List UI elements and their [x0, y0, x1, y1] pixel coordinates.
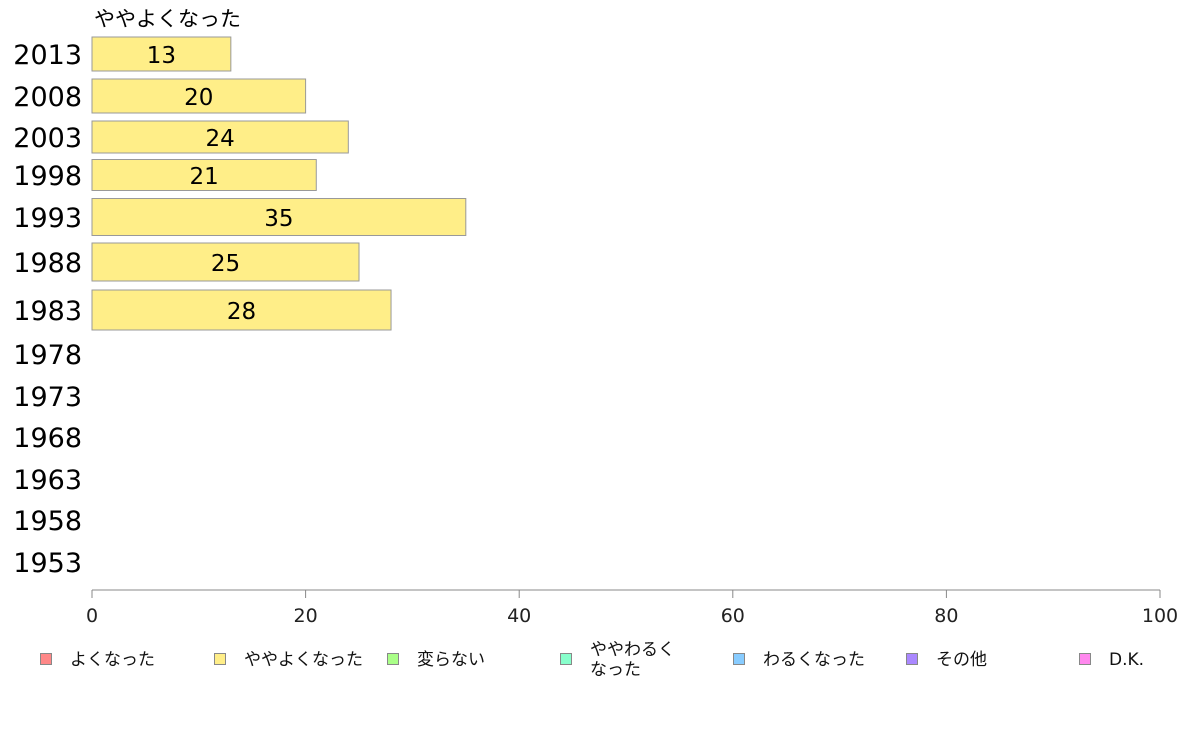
year-label-1998: 1998 [13, 161, 82, 192]
legend-swatch [906, 653, 918, 665]
legend-item-6: その他 [906, 640, 987, 670]
legend-swatch [733, 653, 745, 665]
bar-1998 [91, 159, 317, 191]
x-tick-label-100: 100 [1142, 605, 1178, 627]
year-label-2003: 2003 [13, 123, 82, 154]
x-axis: 0 20 40 60 80 100 [86, 589, 1178, 627]
bar-2008 [91, 78, 307, 114]
legend-label: 変らない [417, 650, 485, 670]
legend-label: その他 [936, 650, 987, 670]
bar-value-label-2008: 20 [184, 85, 213, 111]
bars-group: 13 20 24 21 35 25 28 [91, 36, 467, 331]
bar-value-label-1998: 21 [189, 164, 218, 190]
year-label-1993: 1993 [13, 203, 82, 234]
bar-2013 [91, 36, 232, 72]
bar-1988 [91, 242, 360, 282]
year-label-2008: 2008 [13, 82, 82, 113]
legend-swatch [387, 653, 399, 665]
year-label-1968: 1968 [13, 423, 82, 454]
x-tick-label-60: 60 [721, 605, 745, 627]
legend-swatch [560, 653, 572, 665]
x-tick-label-20: 20 [294, 605, 318, 627]
legend: よくなった ややよくなった 変らない ややわるく なった わるくなった その他 D.K. [0, 640, 1188, 700]
legend-label: よくなった [70, 650, 155, 670]
legend-item-5: わるくなった [733, 640, 865, 670]
bar-value-label-1993: 35 [264, 206, 293, 232]
legend-item-7: D.K. [1079, 640, 1144, 670]
x-tick-label-40: 40 [507, 605, 531, 627]
legend-item-3: 変らない [387, 640, 485, 670]
bar-value-label-2013: 13 [147, 43, 176, 69]
legend-swatch [1079, 653, 1091, 665]
legend-label: D.K. [1109, 650, 1145, 670]
legend-label: ややわるく なった [590, 640, 675, 680]
bar-2003 [91, 120, 349, 154]
legend-item-4: ややわるく なった [560, 640, 675, 680]
bar-value-label-1988: 25 [211, 251, 240, 277]
legend-item-1: よくなった [40, 640, 155, 670]
year-label-1953: 1953 [13, 548, 82, 579]
year-label-1978: 1978 [13, 340, 82, 371]
series-title: ややよくなった [94, 7, 241, 31]
year-label-1963: 1963 [13, 465, 82, 496]
year-labels-group: 2013 2008 2003 1998 1993 1988 1983 1978 1973 1968… [13, 40, 82, 579]
year-label-1973: 1973 [13, 382, 82, 413]
bar-1983 [91, 289, 392, 331]
bar-value-label-2003: 24 [206, 126, 235, 152]
bar-chart: ややよくなった 13 20 24 21 35 25 28 2013 2008 2003 1998 1… [13, 7, 1178, 627]
bar-1993 [91, 198, 467, 236]
legend-label: わるくなった [763, 650, 865, 670]
bar-value-label-1983: 28 [227, 299, 256, 325]
legend-item-2: ややよくなった [214, 640, 363, 670]
year-label-1983: 1983 [13, 296, 82, 327]
legend-swatch [214, 653, 226, 665]
x-tick-label-0: 0 [86, 605, 98, 627]
legend-swatch [40, 653, 52, 665]
x-tick-label-80: 80 [934, 605, 958, 627]
year-label-1958: 1958 [13, 506, 82, 537]
year-label-2013: 2013 [13, 40, 82, 71]
legend-label: ややよくなった [244, 650, 363, 670]
year-label-1988: 1988 [13, 248, 82, 279]
